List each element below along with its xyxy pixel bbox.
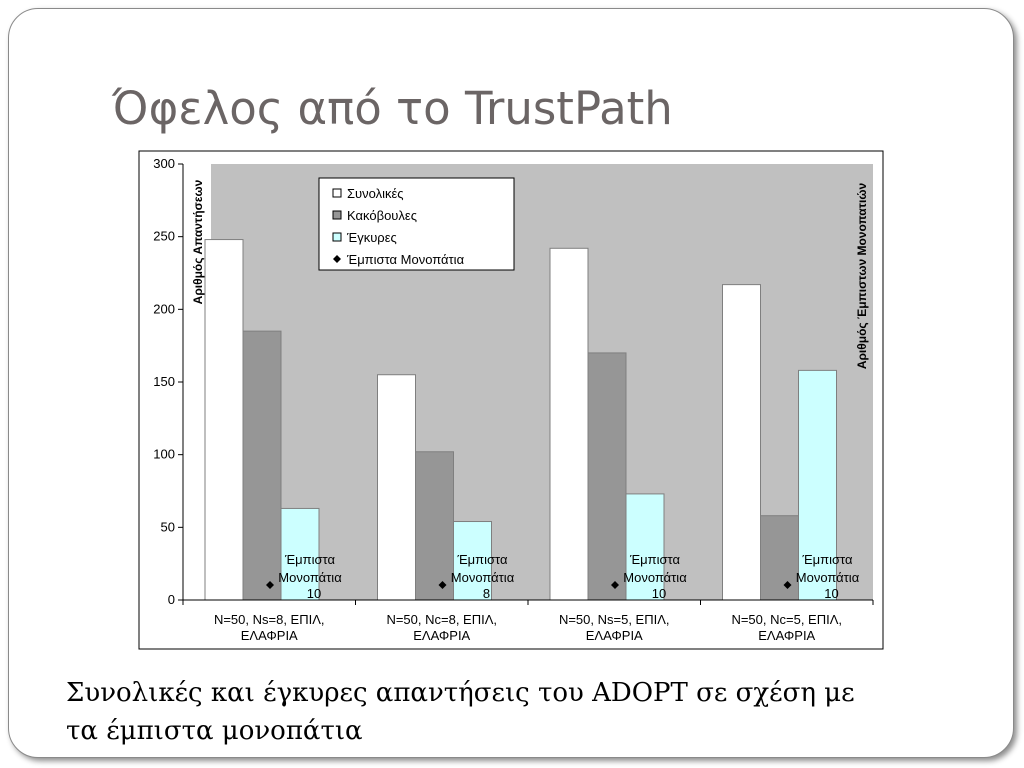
bar-έγκυρες-1 bbox=[453, 521, 492, 601]
y-tick-label: 150 bbox=[153, 374, 175, 389]
x-tick-label: ΕΛΑΦΡΙΑ bbox=[586, 628, 643, 643]
y-axis: 0 50 100 150 200 250 300 bbox=[153, 156, 184, 607]
slide-caption: Συνολικές και έγκυρες απαντήσεις του ADO… bbox=[66, 674, 966, 750]
bar-κακόβουλες-2 bbox=[587, 352, 627, 601]
bars bbox=[204, 239, 837, 601]
legend-swatch bbox=[332, 232, 342, 242]
marker-label-line1: Έμπιστα bbox=[629, 552, 681, 567]
trusted-path-marker bbox=[783, 581, 792, 589]
y-tick-label: 300 bbox=[153, 156, 175, 171]
trusted-path-marker bbox=[266, 581, 274, 589]
chart: 0 50 100 150 200 250 300 Έμπιστα Μονοπάτια 10 Έμπ… bbox=[138, 150, 884, 650]
x-tick-label: ΕΛΑΦΡΙΑ bbox=[413, 628, 470, 643]
marker-points: ΈμπισταΜονοπάτια10ΈμπισταΜονοπάτια8Έμπισ… bbox=[266, 552, 860, 601]
x-tick-label: N=50, Ns=8, ΕΠΙΛ, bbox=[214, 612, 325, 627]
marker-label-line2: Μονοπάτια bbox=[623, 570, 687, 585]
caption-line-2: τα έμπιστα μονοπάτια bbox=[66, 716, 363, 746]
marker-value-label: 10 bbox=[824, 586, 838, 601]
marker-value-label: 10 bbox=[307, 586, 321, 601]
marker-label-line1: Έμπιστα bbox=[801, 552, 853, 567]
bar-συνολικές-3 bbox=[722, 284, 761, 601]
marker-value-label: 10 bbox=[652, 586, 666, 601]
x-tick-label: N=50, Nc=8, ΕΠΙΛ, bbox=[386, 612, 497, 627]
legend-entry: Έμπιστα Μονοπάτια bbox=[346, 252, 465, 267]
secondary-y-axis-label: Αριθμός Έμπιστων Μονοπατιών bbox=[855, 182, 869, 369]
y-tick-label: 0 bbox=[168, 592, 175, 607]
bar-συνολικές-1 bbox=[377, 374, 416, 601]
legend-entry: Έγκυρες bbox=[346, 230, 397, 245]
bar-συνολικές-2 bbox=[549, 247, 589, 601]
legend: Συνολικές Κακόβουλες Έγκυρες Έμπιστα Μονοπά… bbox=[318, 177, 515, 271]
bar-έγκυρες-2 bbox=[625, 493, 665, 601]
x-tick-label: ΕΛΑΦΡΙΑ bbox=[758, 628, 815, 643]
caption-line-1: Συνολικές και έγκυρες απαντήσεις του ADO… bbox=[66, 678, 855, 708]
legend-entry: Κακόβουλες bbox=[347, 208, 417, 223]
x-tick-label: ΕΛΑΦΡΙΑ bbox=[241, 628, 298, 643]
bar-κακόβουλες-3 bbox=[760, 515, 799, 601]
bar-έγκυρες-0 bbox=[280, 507, 320, 601]
bar-κακόβουλες-0 bbox=[242, 330, 282, 601]
bar-κακόβουλες-1 bbox=[415, 451, 454, 601]
y-tick-label: 50 bbox=[161, 519, 175, 534]
y-axis-label: Αριθμός Απαντήσεων bbox=[191, 179, 205, 304]
legend-swatch bbox=[332, 188, 342, 198]
legend-entry: Συνολικές bbox=[347, 186, 404, 201]
trusted-path-marker bbox=[438, 581, 447, 589]
legend-marker-diamond-icon bbox=[333, 255, 341, 263]
slide-title: Όφελος από το TrustPath bbox=[112, 82, 673, 135]
x-tick-label: N=50, Ns=5, ΕΠΙΛ, bbox=[559, 612, 670, 627]
legend-box bbox=[318, 177, 515, 271]
y-tick-label: 100 bbox=[153, 447, 175, 462]
marker-label-line1: Έμπιστα bbox=[456, 552, 508, 567]
y-tick-label: 250 bbox=[153, 229, 175, 244]
y-tick-label: 200 bbox=[153, 301, 175, 316]
marker-value-label: 8 bbox=[483, 586, 490, 601]
bar-συνολικές-0 bbox=[204, 239, 244, 601]
trusted-path-marker bbox=[611, 581, 619, 589]
legend-swatch bbox=[332, 210, 342, 220]
marker-label-line2: Μονοπάτια bbox=[451, 570, 515, 585]
marker-label-line2: Μονοπάτια bbox=[796, 570, 860, 585]
x-tick-label: N=50, Nc=5, ΕΠΙΛ, bbox=[731, 612, 842, 627]
marker-label-line2: Μονοπάτια bbox=[278, 570, 342, 585]
bar-έγκυρες-3 bbox=[798, 369, 837, 601]
marker-label-line1: Έμπιστα bbox=[284, 552, 336, 567]
